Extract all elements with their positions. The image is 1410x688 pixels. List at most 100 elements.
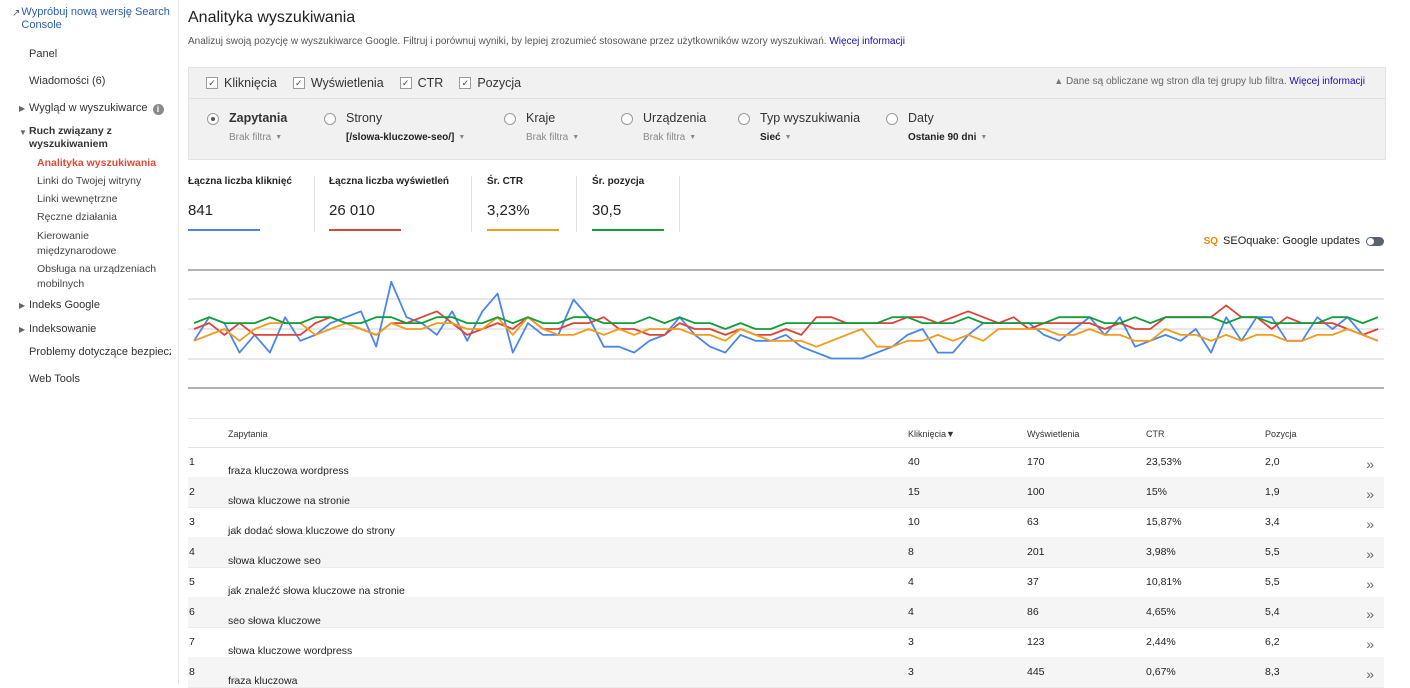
impressions-cell: 86 bbox=[1027, 606, 1039, 618]
radio-unselected-icon[interactable] bbox=[621, 113, 633, 125]
row-details-chevron-icon[interactable]: » bbox=[1366, 636, 1374, 652]
table-row[interactable]: 2 słowa kluczowe na stronie ↗ 15 100 15% 1,9 » bbox=[188, 477, 1384, 508]
checkbox-position-label: Pozycja bbox=[477, 76, 522, 90]
group-dates-filter[interactable]: Ostanie 90 dni ▼ bbox=[908, 132, 987, 143]
notice-more-info-link[interactable]: Więcej informacji bbox=[1289, 76, 1365, 87]
group-queries-filter[interactable]: Brak filtra ▼ bbox=[229, 132, 282, 143]
checkbox-impressions[interactable]: ✓ Wyświetlenia bbox=[292, 76, 384, 90]
row-details-chevron-icon[interactable]: » bbox=[1366, 576, 1374, 592]
col-header-queries[interactable]: Zapytania bbox=[228, 429, 268, 439]
warning-icon: ▲ bbox=[1054, 76, 1064, 86]
card-separator bbox=[314, 176, 315, 232]
table-row[interactable]: 4 słowa kluczowe seo ↗ 8 201 3,98% 5,5 » bbox=[188, 537, 1384, 568]
sidebar-item-appearance[interactable]: Wygląd w wyszukiwarce i bbox=[29, 102, 164, 115]
sidebar-item-index[interactable]: Indeks Google bbox=[29, 299, 100, 311]
expand-arrow-icon[interactable]: ▶ bbox=[19, 104, 26, 113]
checkbox-clicks[interactable]: ✓ Kliknięcia bbox=[206, 76, 277, 90]
sidebar-subitem-mobile[interactable]: Obsługa na urządzeniach mobilnych bbox=[37, 263, 157, 290]
radio-selected-icon[interactable] bbox=[207, 113, 219, 125]
info-icon[interactable]: i bbox=[152, 104, 164, 115]
row-details-chevron-icon[interactable]: » bbox=[1366, 666, 1374, 682]
external-link-icon: ↗ bbox=[12, 8, 21, 19]
col-header-ctr[interactable]: CTR bbox=[1146, 429, 1165, 439]
clicks-cell: 8 bbox=[908, 546, 914, 558]
row-details-chevron-icon[interactable]: » bbox=[1366, 546, 1374, 562]
row-details-chevron-icon[interactable]: » bbox=[1366, 606, 1374, 622]
seoquake-label: SEOquake: Google updates bbox=[1223, 235, 1360, 247]
external-link-icon[interactable]: ↗ bbox=[231, 585, 239, 595]
row-details-chevron-icon[interactable]: » bbox=[1366, 486, 1374, 502]
group-countries-label: Kraje bbox=[526, 111, 556, 125]
group-pages-filter[interactable]: [/slowa-kluczowe-seo/] ▼ bbox=[346, 132, 465, 143]
sidebar-item-panel[interactable]: Panel bbox=[29, 48, 58, 60]
col-header-impressions[interactable]: Wyświetlenia bbox=[1027, 429, 1080, 439]
impressions-cell: 63 bbox=[1027, 516, 1039, 528]
metric-card-position-value: 30,5 bbox=[592, 202, 622, 219]
data-notice: ▲ Dane są obliczane wg stron dla tej gru… bbox=[1054, 76, 1365, 87]
try-new-version-link[interactable]: ↗ Wypróbuj nową wersję Search Console bbox=[12, 6, 172, 32]
external-link-icon[interactable]: ↗ bbox=[231, 495, 239, 505]
dropdown-caret-icon: ▼ bbox=[458, 134, 466, 141]
external-link-icon[interactable]: ↗ bbox=[231, 555, 239, 565]
group-countries-filter[interactable]: Brak filtra ▼ bbox=[526, 132, 579, 143]
row-details-chevron-icon[interactable]: » bbox=[1366, 456, 1374, 472]
sidebar-subitem-international[interactable]: Kierowanie międzynarodowe bbox=[37, 230, 117, 257]
table-row[interactable]: 1 fraza kluczowa wordpress ↗ 40 170 23,53% 2,0… bbox=[188, 447, 1384, 478]
group-search-type-filter[interactable]: Sieć ▼ bbox=[760, 132, 792, 143]
row-number: 3 bbox=[189, 516, 195, 528]
impressions-cell: 201 bbox=[1027, 546, 1045, 558]
checkbox-ctr[interactable]: ✓ CTR bbox=[399, 76, 443, 90]
impressions-cell: 100 bbox=[1027, 486, 1045, 498]
ctr-cell: 4,65% bbox=[1146, 606, 1176, 618]
radio-unselected-icon[interactable] bbox=[504, 113, 516, 125]
checkbox-position[interactable]: ✓ Pozycja bbox=[459, 76, 521, 90]
sidebar-subitem-links[interactable]: Linki do Twojej witryny bbox=[37, 175, 142, 187]
sidebar-item-traffic[interactable]: Ruch związany z wyszukiwaniem bbox=[29, 125, 112, 150]
expand-arrow-icon[interactable]: ▶ bbox=[19, 325, 26, 334]
position-cell: 3,4 bbox=[1265, 516, 1280, 528]
page-subtitle-text: Analizuj swoją pozycję w wyszukiwarce Go… bbox=[188, 36, 827, 47]
more-info-link[interactable]: Więcej informacji bbox=[829, 36, 905, 47]
table-row[interactable]: 6 seo słowa kluczowe ↗ 4 86 4,65% 5,4 » bbox=[188, 597, 1384, 628]
external-link-icon[interactable]: ↗ bbox=[231, 645, 239, 655]
sidebar-item-crawl[interactable]: Indeksowanie bbox=[29, 323, 97, 335]
metric-card-position[interactable]: Śr. pozycja 30,5 bbox=[592, 176, 664, 232]
performance-chart bbox=[188, 269, 1384, 389]
sidebar-subitem-search-analytics[interactable]: Analityka wyszukiwania bbox=[37, 157, 157, 169]
external-link-icon[interactable]: ↗ bbox=[231, 525, 239, 535]
table-row[interactable]: 5 jak znaleźć słowa kluczowe na stronie ↗ 4… bbox=[188, 567, 1384, 598]
sidebar-subitem-internal-links[interactable]: Linki wewnętrzne bbox=[37, 193, 118, 205]
sidebar-subitem-manual-actions[interactable]: Ręczne działania bbox=[37, 211, 117, 223]
metric-card-clicks[interactable]: Łączna liczba kliknięć 841 bbox=[188, 176, 292, 232]
radio-unselected-icon[interactable] bbox=[738, 113, 750, 125]
sidebar-item-messages[interactable]: Wiadomości (6) bbox=[29, 75, 106, 87]
table-row[interactable]: 3 jak dodać słowa kluczowe do strony ↗ 10 63… bbox=[188, 507, 1384, 538]
group-queries-filter-text: Brak filtra bbox=[229, 132, 272, 143]
query-text: fraza kluczowa wordpress bbox=[228, 465, 349, 477]
radio-unselected-icon[interactable] bbox=[324, 113, 336, 125]
metric-card-ctr-value: 3,23% bbox=[487, 202, 530, 219]
group-devices-filter[interactable]: Brak filtra ▼ bbox=[643, 132, 696, 143]
external-link-icon[interactable]: ↗ bbox=[231, 615, 239, 625]
radio-unselected-icon[interactable] bbox=[886, 113, 898, 125]
row-number: 4 bbox=[189, 546, 195, 558]
seoquake-toggle[interactable] bbox=[1366, 236, 1384, 246]
col-header-position[interactable]: Pozycja bbox=[1265, 429, 1297, 439]
collapse-arrow-icon[interactable]: ▼ bbox=[19, 128, 27, 137]
sidebar-item-security[interactable]: Problemy dotyczące bezpiecze bbox=[29, 346, 171, 358]
metric-card-ctr[interactable]: Śr. CTR 3,23% bbox=[487, 176, 559, 232]
sidebar-item-webtools[interactable]: Web Tools bbox=[29, 373, 80, 385]
expand-arrow-icon[interactable]: ▶ bbox=[19, 301, 26, 310]
ctr-cell: 10,81% bbox=[1146, 576, 1182, 588]
external-link-icon[interactable]: ↗ bbox=[231, 465, 239, 475]
metric-card-impressions[interactable]: Łączna liczba wyświetleń 26 010 bbox=[329, 176, 449, 232]
checkbox-checked-icon: ✓ bbox=[206, 77, 218, 89]
table-row[interactable]: 8 fraza kluczowa ↗ 3 445 0,67% 8,3» bbox=[188, 657, 1384, 688]
table-row[interactable]: 7 słowa kluczowe wordpress ↗ 3 123 2,44% 6,2 » bbox=[188, 627, 1384, 658]
dropdown-caret-icon: ▼ bbox=[689, 134, 697, 141]
seoquake-updates: SQ SEOquake: Google updates bbox=[1204, 235, 1384, 247]
col-header-clicks[interactable]: Kliknięcia▼ bbox=[908, 429, 955, 439]
row-details-chevron-icon[interactable]: » bbox=[1366, 516, 1374, 532]
external-link-icon[interactable]: ↗ bbox=[231, 675, 239, 685]
card-separator bbox=[576, 176, 577, 232]
